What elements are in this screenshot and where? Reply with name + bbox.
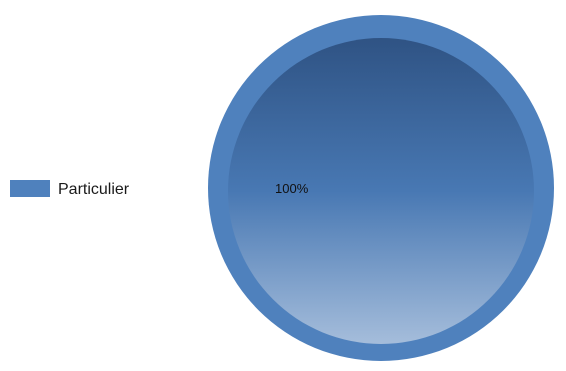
pie-slice-labels: 100% <box>275 181 309 196</box>
legend: Particulier <box>10 180 130 198</box>
pie-slices <box>208 15 554 361</box>
legend-swatch <box>10 180 50 197</box>
slice-data-label: 100% <box>275 181 309 196</box>
legend-label: Particulier <box>58 181 130 198</box>
pie-slice <box>208 15 554 361</box>
pie-slice-face <box>228 38 534 344</box>
